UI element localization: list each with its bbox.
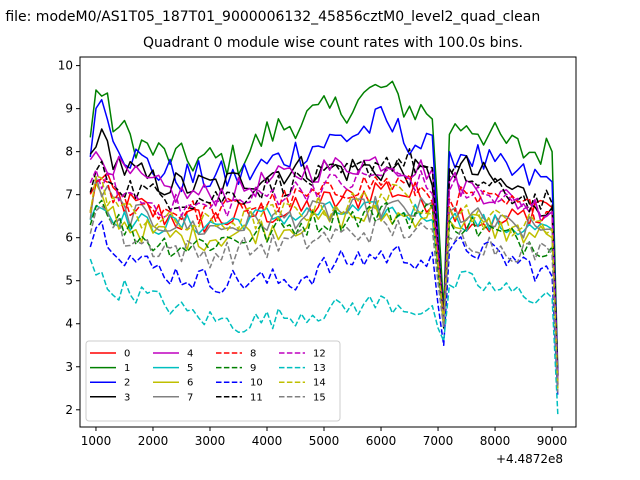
x-tick-label: 3000 [195, 434, 226, 448]
legend-label-2: 2 [124, 378, 130, 389]
series-line-9 [89, 199, 559, 389]
legend-label-4: 4 [187, 349, 193, 360]
x-tick-label: 5000 [309, 434, 340, 448]
y-tick-label: 5 [65, 274, 73, 288]
legend-box [85, 340, 341, 422]
x-tick-label: 9000 [537, 434, 568, 448]
series-line-11 [89, 148, 559, 380]
x-axis-ticks: 1000 2000 3000 4000 5000 6000 7000 8000 9000 [81, 427, 568, 448]
figure-suptitle: n file: modeM0/AS1T05_187T01_9000006132_… [0, 9, 640, 25]
series-line-7 [89, 175, 559, 389]
x-tick-label: 1000 [81, 434, 112, 448]
y-axis-ticks: 2 3 4 5 6 7 8 9 10 [58, 59, 80, 417]
legend-label-11: 11 [250, 392, 263, 403]
x-tick-label: 6000 [366, 434, 397, 448]
y-tick-label: 4 [65, 317, 73, 331]
legend-label-5: 5 [187, 363, 193, 374]
y-tick-label: 7 [65, 188, 73, 202]
y-tick-label: 10 [58, 59, 73, 73]
legend-label-12: 12 [313, 349, 326, 360]
legend-label-14: 14 [313, 378, 326, 389]
series-line-8 [89, 173, 559, 385]
x-tick-label: 4000 [252, 434, 283, 448]
legend-label-3: 3 [124, 392, 130, 403]
series-line-1 [89, 80, 559, 372]
legend-label-8: 8 [250, 349, 256, 360]
series-line-13 [89, 258, 559, 415]
axes-frame [79, 56, 577, 428]
y-tick-label: 2 [65, 403, 73, 417]
legend-label-6: 6 [187, 378, 193, 389]
x-axis-offset-label: +4.4872e8 [496, 452, 564, 466]
series-line-2 [89, 98, 559, 376]
suptitle-text: n file: modeM0/AS1T05_187T01_9000006132_… [0, 9, 541, 25]
x-tick-label: 2000 [138, 434, 169, 448]
legend-label-13: 13 [313, 363, 326, 374]
y-tick-label: 6 [65, 231, 73, 245]
series-line-4 [89, 151, 559, 380]
legend-label-0: 0 [124, 349, 130, 360]
legend-label-10: 10 [250, 378, 263, 389]
x-tick-label: 8000 [480, 434, 511, 448]
legend-label-9: 9 [250, 363, 256, 374]
series-line-14 [89, 175, 559, 389]
y-tick-label: 9 [65, 102, 73, 116]
y-tick-label: 8 [65, 145, 73, 159]
series-line-15 [89, 204, 559, 393]
y-tick-label: 3 [65, 360, 73, 374]
chart-title: Quadrant 0 module wise count rates with … [143, 35, 523, 51]
legend-label-7: 7 [187, 392, 193, 403]
x-tick-label: 7000 [423, 434, 454, 448]
legend-label-15: 15 [313, 392, 326, 403]
legend-label-1: 1 [124, 363, 130, 374]
series-line-0 [89, 172, 559, 385]
plot-lines [89, 80, 559, 415]
